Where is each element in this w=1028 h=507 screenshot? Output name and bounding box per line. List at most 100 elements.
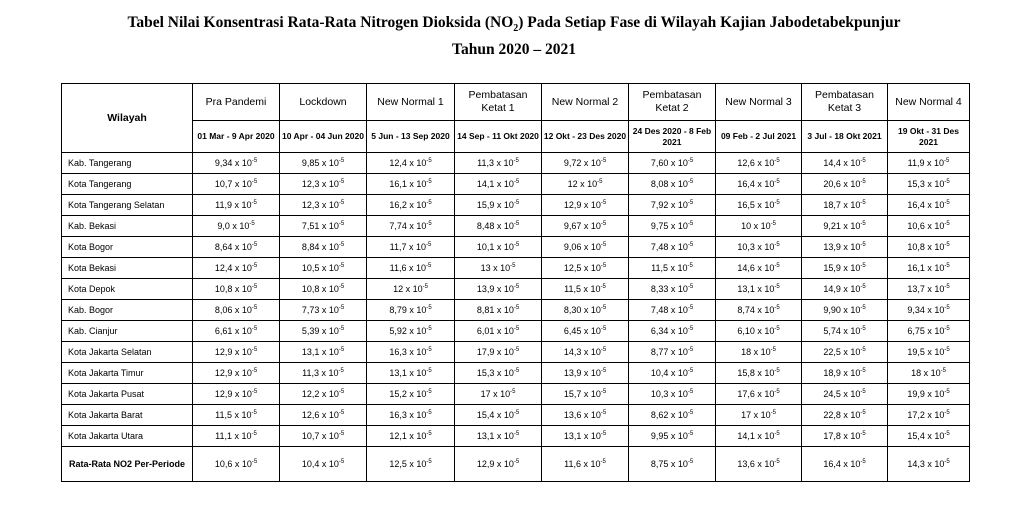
header-date-range: 19 Okt - 31 Des 2021 [887,120,970,153]
value-cell: 19,9 x 10-5 [887,383,970,405]
value-cell: 13,6 x 10-5 [715,446,802,482]
value-cell: 16,3 x 10-5 [366,341,455,363]
value-cell: 11,3 x 10-5 [279,362,367,384]
average-row: Rata-Rata NO2 Per-Periode 10,6 x 10-5 10,4… [61,446,970,482]
value-cell: 8,48 x 10-5 [454,215,542,237]
value-cell: 18,9 x 10-5 [801,362,888,384]
value-cell: 8,64 x 10-5 [192,236,280,258]
value-cell: 7,51 x 10-5 [279,215,367,237]
header-date-range: 10 Apr - 04 Jun 2020 [279,120,367,153]
table-row: Kota Tangerang 10,7 x 10-5 12,3 x 10-5 16,1… [61,173,970,195]
value-cell: 10,7 x 10-5 [192,173,280,195]
title-line-1: Tabel Nilai Konsentrasi Rata-Rata Nitrog… [127,14,901,35]
value-cell: 18 x 10-5 [715,341,802,363]
value-cell: 12,5 x 10-5 [366,446,455,482]
value-cell: 6,01 x 10-5 [454,320,542,342]
value-cell: 15,4 x 10-5 [454,404,542,426]
region-name: Kota Jakarta Selatan [61,341,193,363]
value-cell: 8,06 x 10-5 [192,299,280,321]
region-name: Kota Bekasi [61,257,193,279]
header-date-range: 01 Mar - 9 Apr 2020 [192,120,280,153]
region-name: Kab. Bekasi [61,215,193,237]
value-cell: 12,9 x 10-5 [541,194,629,216]
value-cell: 13,1 x 10-5 [279,341,367,363]
value-cell: 12,9 x 10-5 [454,446,542,482]
value-cell: 11,6 x 10-5 [541,446,629,482]
value-cell: 13 x 10-5 [454,257,542,279]
header-date-range: 09 Feb - 2 Jul 2021 [715,120,802,153]
value-cell: 18 x 10-5 [887,362,970,384]
value-cell: 7,48 x 10-5 [628,299,716,321]
value-cell: 17,9 x 10-5 [454,341,542,363]
value-cell: 12,1 x 10-5 [366,425,455,447]
value-cell: 10,3 x 10-5 [715,236,802,258]
value-cell: 10,4 x 10-5 [279,446,367,482]
header-phase: Lockdown [279,83,367,121]
value-cell: 14,4 x 10-5 [801,152,888,174]
table-row: Kota Jakarta Pusat 12,9 x 10-5 12,2 x 10-5… [61,383,970,405]
header-date-range: 24 Des 2020 - 8 Feb 2021 [628,120,716,153]
table-row: Kota Jakarta Timur 12,9 x 10-5 11,3 x 10-5… [61,362,970,384]
value-cell: 10,1 x 10-5 [454,236,542,258]
value-cell: 11,5 x 10-5 [628,257,716,279]
region-name: Kota Jakarta Timur [61,362,193,384]
average-label: Rata-Rata NO2 Per-Periode [61,446,193,482]
value-cell: 5,74 x 10-5 [801,320,888,342]
value-cell: 12,3 x 10-5 [279,173,367,195]
value-cell: 12,9 x 10-5 [192,362,280,384]
value-cell: 20,6 x 10-5 [801,173,888,195]
value-cell: 15,8 x 10-5 [715,362,802,384]
value-cell: 9,85 x 10-5 [279,152,367,174]
table-row: Kab. Bekasi 9,0 x 10-5 7,51 x 10-5 7,74 x 1… [61,215,970,237]
value-cell: 8,84 x 10-5 [279,236,367,258]
value-cell: 16,4 x 10-5 [801,446,888,482]
value-cell: 12,4 x 10-5 [192,257,280,279]
table-row: Kota Depok 10,8 x 10-5 10,8 x 10-5 12 x 10-… [61,278,970,300]
value-cell: 10 x 10-5 [715,215,802,237]
value-cell: 8,79 x 10-5 [366,299,455,321]
value-cell: 14,9 x 10-5 [801,278,888,300]
table-row: Kota Tangerang Selatan 11,9 x 10-5 12,3 x … [61,194,970,216]
value-cell: 15,9 x 10-5 [454,194,542,216]
value-cell: 8,81 x 10-5 [454,299,542,321]
value-cell: 6,61 x 10-5 [192,320,280,342]
region-name: Kab. Cianjur [61,320,193,342]
value-cell: 17,8 x 10-5 [801,425,888,447]
value-cell: 14,1 x 10-5 [715,425,802,447]
value-cell: 9,67 x 10-5 [541,215,629,237]
value-cell: 12,9 x 10-5 [192,341,280,363]
value-cell: 6,75 x 10-5 [887,320,970,342]
header-date-range: 5 Jun - 13 Sep 2020 [366,120,455,153]
value-cell: 17 x 10-5 [454,383,542,405]
value-cell: 16,4 x 10-5 [887,194,970,216]
value-cell: 7,74 x 10-5 [366,215,455,237]
value-cell: 9,21 x 10-5 [801,215,888,237]
value-cell: 10,8 x 10-5 [192,278,280,300]
value-cell: 11,6 x 10-5 [366,257,455,279]
value-cell: 14,3 x 10-5 [887,446,970,482]
value-cell: 16,5 x 10-5 [715,194,802,216]
value-cell: 10,6 x 10-5 [192,446,280,482]
value-cell: 8,33 x 10-5 [628,278,716,300]
value-cell: 8,74 x 10-5 [715,299,802,321]
header-phase: New Normal 2 [541,83,629,121]
value-cell: 11,1 x 10-5 [192,425,280,447]
value-cell: 11,7 x 10-5 [366,236,455,258]
header-date-range: 3 Jul - 18 Okt 2021 [801,120,888,153]
value-cell: 17,6 x 10-5 [715,383,802,405]
value-cell: 9,34 x 10-5 [887,299,970,321]
value-cell: 16,3 x 10-5 [366,404,455,426]
value-cell: 6,45 x 10-5 [541,320,629,342]
table-row: Kota Bogor 8,64 x 10-5 8,84 x 10-5 11,7 x 1… [61,236,970,258]
value-cell: 14,6 x 10-5 [715,257,802,279]
value-cell: 13,1 x 10-5 [454,425,542,447]
value-cell: 18,7 x 10-5 [801,194,888,216]
region-name: Kota Tangerang Selatan [61,194,193,216]
value-cell: 9,34 x 10-5 [192,152,280,174]
header-phase: Pra Pandemi [192,83,280,121]
value-cell: 5,92 x 10-5 [366,320,455,342]
value-cell: 16,1 x 10-5 [887,257,970,279]
table-row: Kab. Bogor 8,06 x 10-5 7,73 x 10-5 8,79 x 1… [61,299,970,321]
value-cell: 13,9 x 10-5 [541,362,629,384]
